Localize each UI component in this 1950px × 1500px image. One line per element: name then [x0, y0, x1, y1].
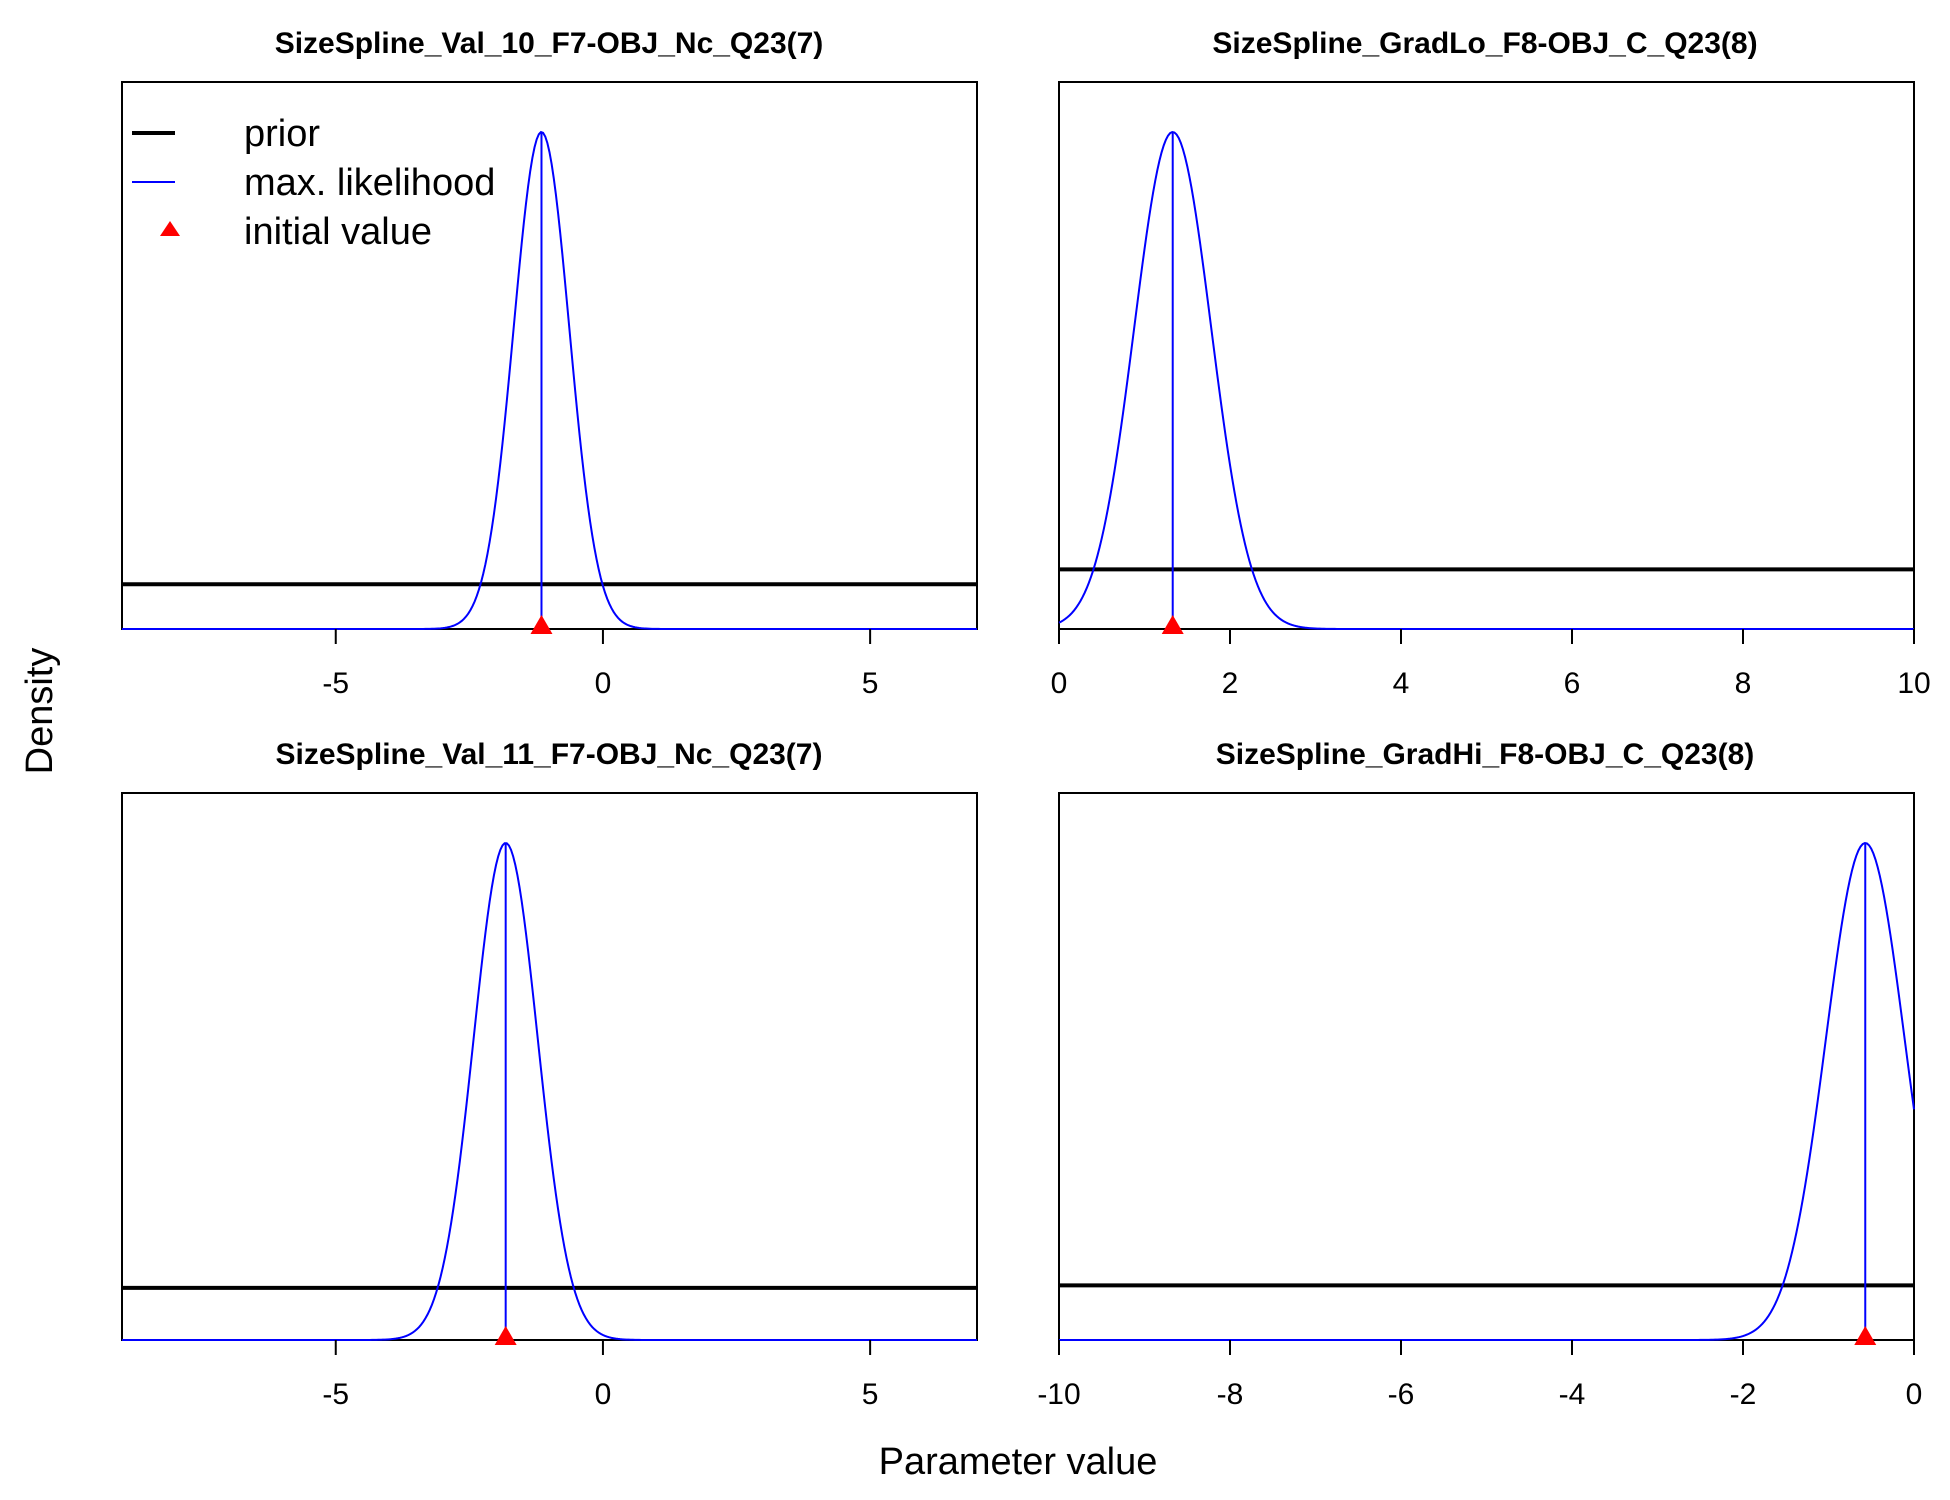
legend-mle-label: max. likelihood: [244, 162, 495, 204]
mle-curve: [122, 842, 977, 1341]
initial-value-marker: [494, 1326, 517, 1345]
y-axis-title: Density: [19, 648, 61, 775]
x-tick-label: 10: [1897, 667, 1930, 700]
x-tick-label: -2: [1730, 1378, 1757, 1411]
x-tick-label: -10: [1037, 1378, 1080, 1411]
panel-title: SizeSpline_GradHi_F8-OBJ_C_Q23(8): [1216, 738, 1755, 771]
x-tick-label: -4: [1559, 1378, 1586, 1411]
panel-grad-lo: SizeSpline_GradLo_F8-OBJ_C_Q23(8) 0 2 4 6 8 1…: [1051, 27, 1931, 700]
x-tick-label: 4: [1393, 667, 1410, 700]
mle-curve: [1059, 841, 1915, 1341]
panel-title: SizeSpline_Val_10_F7-OBJ_Nc_Q23(7): [275, 27, 824, 60]
plot-frame: [121, 792, 978, 1341]
panel-grad-hi: SizeSpline_GradHi_F8-OBJ_C_Q23(8) -10 -8-…: [1037, 738, 1922, 1411]
x-axis: -5 0 5: [322, 629, 878, 700]
x-axis: -10 -8 -6 -4 -2 0: [1037, 1340, 1922, 1411]
x-axis: -5 0 5: [322, 1340, 878, 1411]
x-tick-label: 0: [1906, 1378, 1923, 1411]
plot-frame: [1058, 792, 1915, 1341]
x-tick-label: 8: [1735, 667, 1752, 700]
legend: prior max. likelihood initial value: [132, 113, 495, 253]
legend-initial-swatch: [160, 221, 180, 236]
panel-title: SizeSpline_GradLo_F8-OBJ_C_Q23(8): [1212, 27, 1757, 60]
mle-curve: [1058, 130, 1914, 630]
x-axis-title: Parameter value: [879, 1441, 1158, 1483]
panel-title: SizeSpline_Val_11_F7-OBJ_Nc_Q23(7): [276, 738, 823, 771]
x-tick-label: 0: [595, 667, 612, 700]
x-tick-label: -8: [1217, 1378, 1244, 1411]
initial-value-marker: [530, 615, 553, 634]
x-tick-label: -5: [322, 667, 349, 700]
x-axis: 0 2 4 6 8 10: [1051, 629, 1931, 700]
x-tick-label: 0: [595, 1378, 612, 1411]
x-tick-label: 5: [862, 1378, 879, 1411]
x-tick-label: 2: [1222, 667, 1239, 700]
x-tick-label: 6: [1564, 667, 1581, 700]
x-tick-label: -6: [1388, 1378, 1415, 1411]
legend-prior-label: prior: [244, 113, 320, 155]
panel-val-11: SizeSpline_Val_11_F7-OBJ_Nc_Q23(7) -5 0 5: [121, 738, 978, 1411]
initial-value-marker: [1161, 615, 1184, 634]
mle-curve: [122, 130, 977, 630]
initial-value-marker: [1854, 1326, 1877, 1345]
x-tick-label: -5: [322, 1378, 349, 1411]
x-tick-label: 5: [862, 667, 879, 700]
panel-val-10: SizeSpline_Val_10_F7-OBJ_Nc_Q23(7) -5 0 5 …: [121, 27, 978, 700]
legend-initial-label: initial value: [244, 211, 432, 253]
x-tick-label: 0: [1051, 667, 1068, 700]
